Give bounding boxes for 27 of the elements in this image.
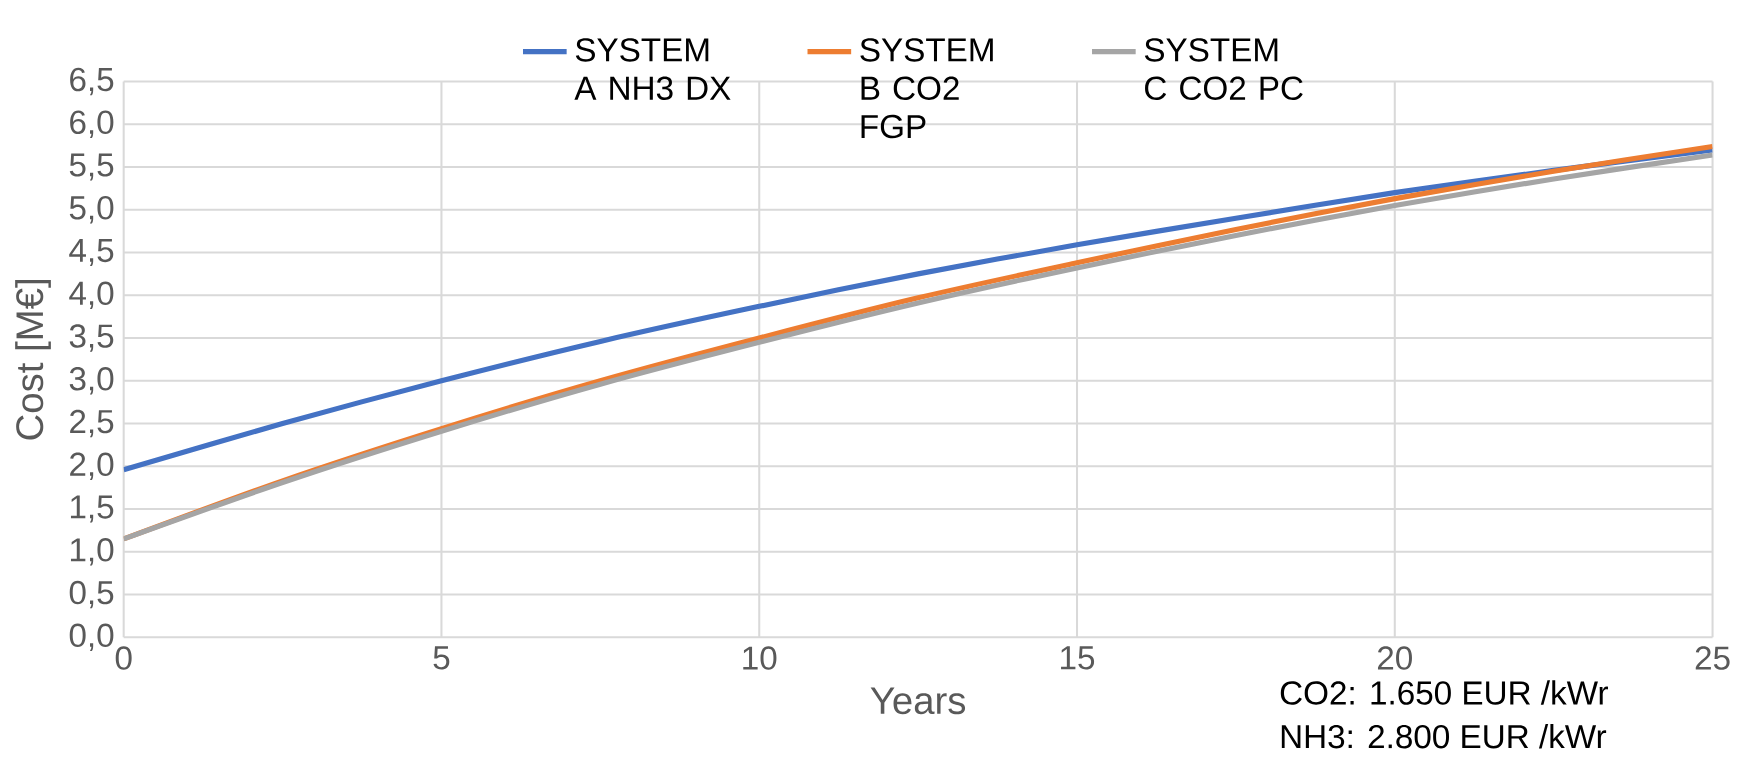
y-tick-label: 5,0 <box>69 196 114 224</box>
x-axis-title: Years <box>870 687 966 715</box>
y-tick-label: 1,0 <box>70 538 114 566</box>
y-tick-label: 4,0 <box>69 281 114 310</box>
y-tick-label: 5,5 <box>69 153 114 181</box>
x-tick-label: 0 <box>115 646 132 670</box>
x-tick-label: 15 <box>1061 646 1095 670</box>
x-tick-label: 10 <box>743 646 777 670</box>
y-tick-label: 2,5 <box>70 409 114 438</box>
legend-label: SYSTEM C CO2 PC <box>1144 38 1303 101</box>
y-tick-label: 6,0 <box>70 110 114 139</box>
y-tick-label: 4,5 <box>69 239 114 267</box>
y-tick-label: 3,0 <box>69 367 114 395</box>
y-tick-label: 1,5 <box>70 495 114 523</box>
x-tick-label: 25 <box>1695 646 1730 670</box>
legend-label: SYSTEM A NH3 DX <box>574 38 731 101</box>
text: NH3: 2.800 EUR /kWr <box>1281 724 1607 749</box>
y-tick-label: 0,0 <box>69 623 114 652</box>
x-tick-label: 5 <box>433 646 450 670</box>
text: CO2: 1.650 EUR /kWr <box>1280 680 1608 705</box>
y-axis-title: Cost [M€] <box>15 280 51 440</box>
y-tick-label: 0,5 <box>69 580 114 609</box>
y-tick-label: 3,5 <box>69 324 114 352</box>
y-tick-label: 6,5 <box>70 67 114 96</box>
y-tick-label: 2,0 <box>70 452 114 481</box>
legend-label: SYSTEM B CO2 FGP <box>860 38 993 139</box>
x-tick-label: 20 <box>1377 646 1412 670</box>
